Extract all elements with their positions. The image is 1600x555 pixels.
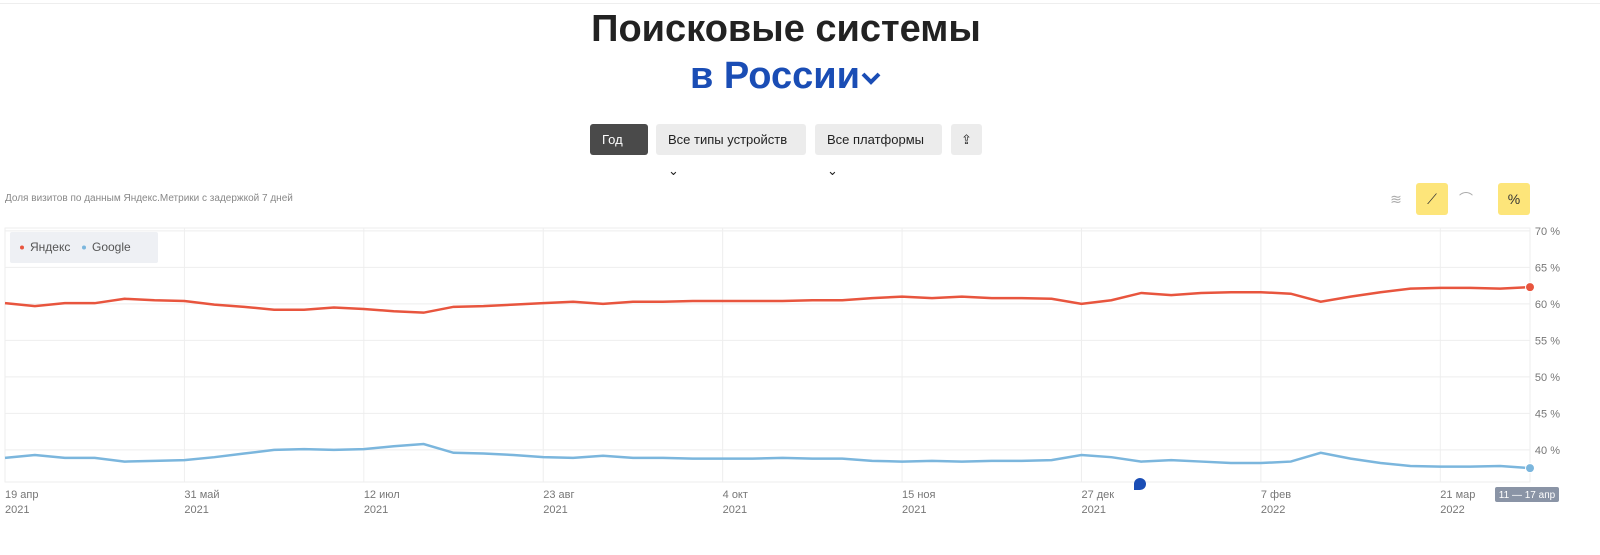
chevron [861, 72, 881, 85]
x-tick-label: 12 июл [364, 489, 400, 501]
y-tick-label: 50 % [1535, 372, 1560, 384]
annotation-pin [1134, 478, 1146, 490]
period-button[interactable]: Год ⌄ [590, 124, 648, 178]
x-tick-year: 2021 [364, 504, 388, 516]
legend-swatch [82, 245, 86, 250]
percent-toggle[interactable]: % [1498, 183, 1530, 215]
note: Доля визитов по данным Яндекс.Метрики с … [5, 193, 293, 204]
x-tick-label: 19 апр [5, 489, 38, 501]
x-tick-year: 2021 [184, 504, 208, 516]
top-border [0, 3, 1600, 4]
platform-button[interactable]: Все платформы ⌄ [815, 124, 942, 178]
x-tick-year: 2021 [902, 504, 926, 516]
y-tick-label: 65 % [1535, 262, 1560, 274]
x-tick-year: 2021 [1081, 504, 1105, 516]
x-tick-label: 31 май [184, 489, 219, 501]
legend-label: Google [92, 240, 131, 254]
x-tick-year: 2021 [723, 504, 747, 516]
y-tick-label: 45 % [1535, 408, 1560, 420]
region-label[interactable]: в России [689, 55, 861, 97]
x-tick-year: 2021 [543, 504, 567, 516]
legend-label: Яндекс [30, 240, 70, 254]
title: Поисковые системы [591, 8, 981, 50]
line-view[interactable]: ⟋ [1416, 183, 1448, 215]
period-label[interactable]: Год [602, 132, 623, 147]
x-tick-label: 11 — 17 апр [1499, 490, 1556, 501]
region-select[interactable]: в России [0, 55, 1572, 98]
y-tick-label: 55 % [1535, 335, 1560, 347]
legend-swatch [20, 245, 24, 250]
x-tick-year: 2022 [1440, 504, 1464, 516]
x-tick-label: 7 фев [1261, 489, 1291, 501]
end-point [1525, 282, 1535, 293]
end-point [1525, 463, 1535, 474]
y-tick-label: 70 % [1535, 226, 1560, 238]
current-period-badge [1495, 487, 1559, 502]
area-view[interactable]: ⌒ [1459, 191, 1473, 207]
plot-border [4, 227, 1531, 483]
y-tick-label: 60 % [1535, 299, 1560, 311]
x-tick-label: 27 дек [1081, 489, 1114, 501]
x-tick-label: 4 окт [723, 489, 748, 501]
series-line [4, 285, 1531, 314]
device-label[interactable]: Все типы устройств [668, 132, 788, 147]
platform-label[interactable]: Все платформы [827, 132, 924, 147]
x-tick-label: 21 мар [1440, 489, 1475, 501]
x-tick-year: 2022 [1261, 504, 1285, 516]
x-tick-label: 23 авг [543, 489, 574, 501]
y-tick-label: 40 % [1535, 445, 1560, 457]
x-tick-label: 15 ноя [902, 489, 935, 501]
device-button[interactable]: Все типы устройств ⌄ [656, 124, 806, 178]
stacked-view[interactable]: ≋ [1390, 191, 1402, 207]
series-line [4, 442, 1531, 470]
x-tick-year: 2021 [5, 504, 29, 516]
legend-box [10, 232, 158, 263]
share-button[interactable]: ⇪ [951, 124, 982, 155]
